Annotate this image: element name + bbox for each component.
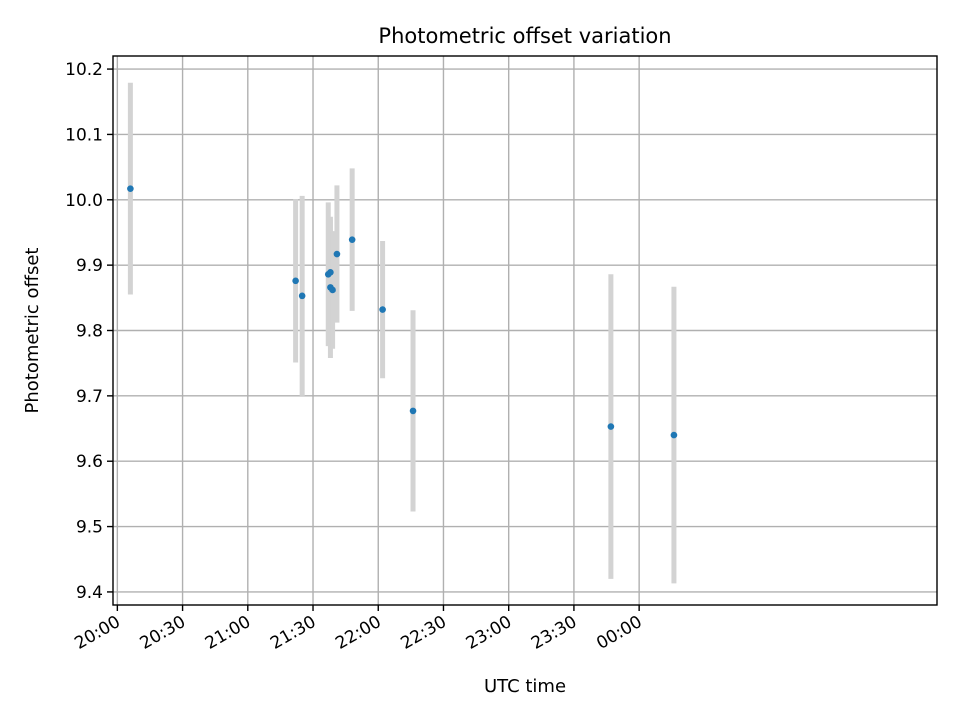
- y-tick-label: 9.7: [76, 387, 103, 407]
- data-points: [127, 185, 678, 439]
- x-tick-label: 00:00: [593, 612, 645, 654]
- y-tick-label: 10.1: [65, 125, 103, 145]
- x-axis-label: UTC time: [484, 676, 566, 697]
- data-point: [409, 407, 417, 415]
- y-tick-label: 9.5: [76, 518, 103, 538]
- y-tick-label: 9.6: [76, 452, 103, 472]
- y-tick-label: 9.8: [76, 322, 103, 342]
- y-tick-label: 9.4: [76, 583, 103, 603]
- x-tick-label: 21:00: [202, 612, 254, 654]
- y-tick-label: 9.9: [76, 256, 103, 276]
- data-point: [292, 277, 299, 285]
- axis-ticks: 20:00 20:30 21:00 21:30 22:00 22:30 23:00 23:30…: [65, 60, 646, 654]
- error-bars: [127, 82, 677, 584]
- y-tick-label: 10.0: [65, 191, 103, 211]
- data-point: [333, 250, 341, 258]
- data-point: [379, 306, 386, 313]
- data-point: [670, 431, 678, 439]
- data-point: [348, 236, 356, 243]
- data-point: [327, 269, 334, 276]
- y-axis-label: Photometric offset: [22, 248, 43, 414]
- x-tick-label: 23:00: [463, 612, 515, 654]
- x-tick-label: 23:30: [528, 612, 580, 654]
- data-point: [127, 185, 134, 192]
- data-point: [607, 423, 615, 430]
- x-tick-label: 21:30: [267, 612, 319, 654]
- x-tick-label: 20:30: [137, 612, 189, 654]
- grid-lines: [113, 56, 937, 605]
- x-tick-label: 20:00: [71, 612, 123, 654]
- y-tick-label: 10.2: [65, 60, 103, 80]
- data-point: [329, 286, 336, 294]
- x-tick-label: 22:30: [398, 612, 450, 654]
- chart-title: Photometric offset variation: [378, 24, 671, 48]
- data-point: [298, 292, 306, 300]
- x-tick-label: 22:00: [332, 612, 384, 654]
